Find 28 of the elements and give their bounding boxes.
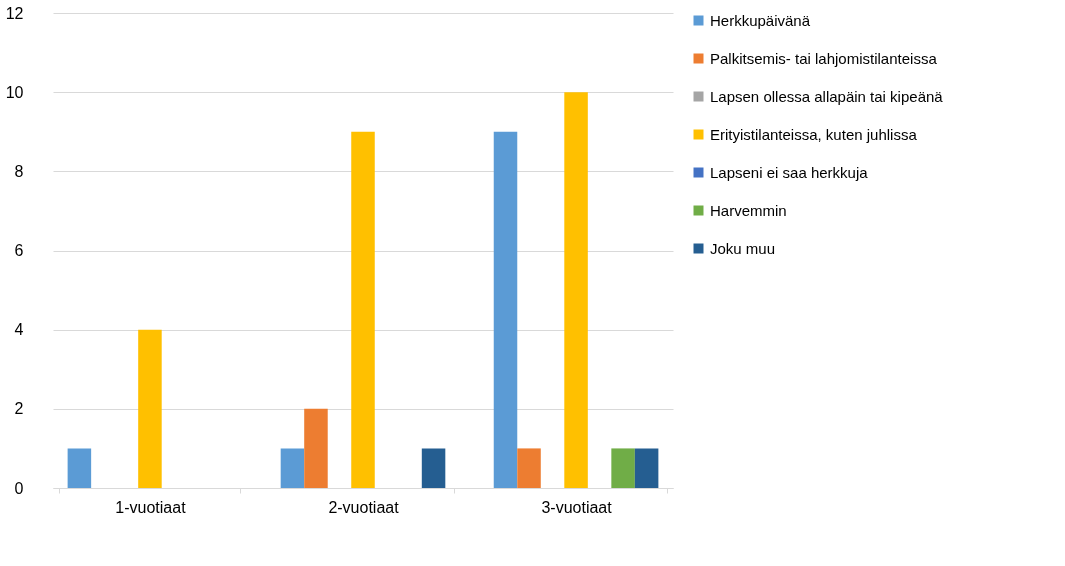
bar [351,131,375,488]
bar [421,448,446,488]
bar [280,448,305,488]
bar [564,92,588,488]
bar [67,448,92,488]
legend-label: Erityistilanteissa, kuten juhlissa [710,125,918,143]
bar [493,131,518,488]
x-tick-label: 1-vuotiaat [115,498,187,516]
x-tick-label: 3-vuotiaat [541,498,613,516]
y-tick-label: 10 [5,83,24,101]
legend-label: Joku muu [710,239,776,257]
legend-label: Palkitsemis- tai lahjomistilanteissa [710,49,938,67]
legend-label: Harvemmin [710,201,787,219]
y-tick-label: 6 [14,242,24,259]
x-tick-label: 2-vuotiaat [328,498,400,516]
bar [304,408,328,488]
bar [138,329,162,488]
y-tick-label: 4 [14,321,24,339]
y-tick-label: 2 [14,400,24,418]
legend-label: Lapseni ei saa herkkuja [710,163,869,181]
bar [611,448,635,488]
legend-label: Herkkupäivänä [710,11,811,29]
y-tick-label: 8 [14,162,24,180]
bar [634,448,659,488]
y-tick-label: 12 [5,4,24,22]
legend-label: Lapsen ollessa allapäin tai kipeänä [710,87,944,105]
y-tick-label: 0 [14,479,24,497]
bar [517,448,541,488]
